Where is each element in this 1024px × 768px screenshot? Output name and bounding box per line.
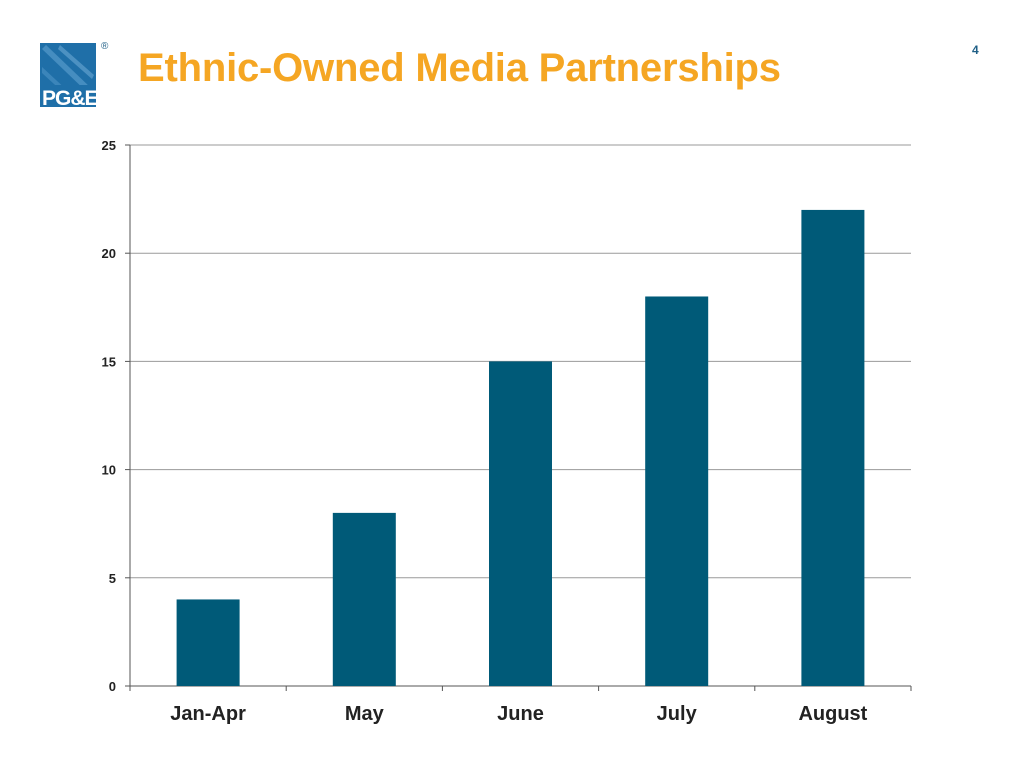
y-tick-label: 10	[102, 463, 116, 478]
y-tick-label: 0	[109, 679, 116, 694]
bar	[645, 296, 709, 686]
pge-logo: PG&E	[40, 43, 96, 107]
x-category-label: Jan-Apr	[170, 703, 246, 725]
y-tick-label: 25	[102, 138, 116, 153]
x-category-label: August	[798, 703, 867, 725]
bar	[489, 361, 552, 686]
x-category-label: July	[657, 703, 698, 725]
y-tick-label: 15	[102, 354, 116, 369]
page-number: 4	[972, 43, 979, 57]
y-tick-label: 20	[102, 246, 116, 261]
bar	[801, 209, 865, 687]
x-category-label: June	[497, 703, 544, 725]
y-tick-label: 5	[109, 571, 116, 586]
bar	[176, 599, 240, 686]
x-category-label: May	[345, 703, 385, 725]
registered-mark: ®	[101, 41, 109, 52]
bar	[332, 512, 396, 686]
slide-title: Ethnic-Owned Media Partnerships	[138, 46, 781, 90]
svg-text:PG&E: PG&E	[42, 87, 96, 107]
